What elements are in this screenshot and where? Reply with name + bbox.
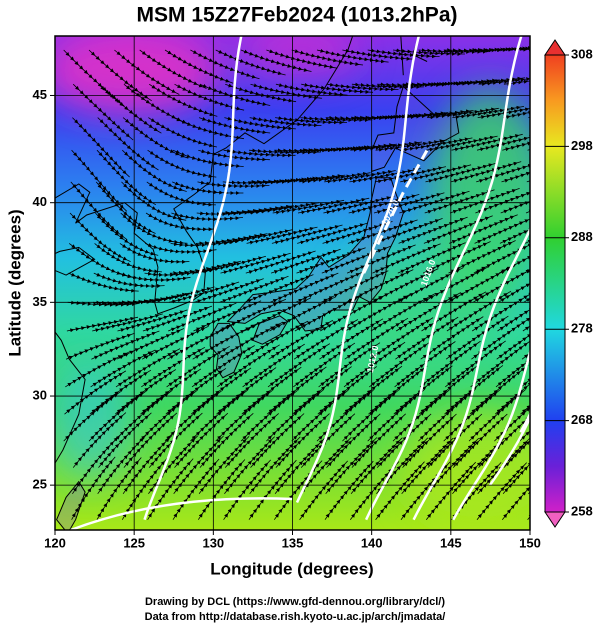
streamline (498, 266, 530, 303)
axes: 120 125 130 135 140 145 150 25 30 35 40 45 (33, 87, 541, 551)
y-tick-label: 25 (33, 477, 47, 492)
streamline (503, 73, 530, 86)
title: MSM 15Z27Feb2024 (1013.2hPa) (137, 4, 458, 27)
streamline (93, 272, 165, 289)
x-axis-label: Longitude (degrees) (210, 559, 373, 578)
streamline (499, 213, 530, 244)
colorbar-scale (544, 54, 566, 513)
streamlines (63, 42, 530, 520)
streamline (118, 272, 191, 283)
streamline (494, 43, 530, 52)
colorbar-tick-label: 278 (571, 321, 593, 336)
streamline (172, 149, 244, 168)
colorbar-tick-label: 288 (571, 229, 593, 244)
colorbar-max-triangle (544, 39, 566, 56)
streamline (501, 159, 530, 183)
y-tick-label: 30 (33, 387, 47, 402)
x-tick-label: 120 (44, 535, 66, 550)
isobar (362, 149, 429, 274)
streamline (147, 149, 217, 179)
streamline (145, 212, 217, 232)
x-tick-label: 145 (440, 535, 462, 550)
streamline (503, 102, 530, 119)
x-tick-label: 130 (202, 535, 224, 550)
isobar (412, 226, 530, 521)
colorbar-tick-label: 308 (571, 46, 593, 61)
y-tick-label: 45 (33, 87, 47, 102)
y-tick-label: 35 (33, 294, 47, 309)
isobar (143, 36, 243, 521)
isobar (364, 36, 523, 521)
credit: Data from http://database.rish.kyoto-u.a… (145, 611, 446, 623)
streamline (172, 181, 244, 195)
y-tick-label: 40 (33, 194, 47, 209)
x-tick-label: 135 (282, 535, 304, 550)
colorbar-tick-label: 268 (571, 412, 593, 427)
streamline (519, 392, 530, 442)
streamline (146, 181, 216, 207)
y-axis-label: Latitude (degrees) (5, 209, 24, 356)
isobar (295, 36, 421, 504)
isobar (70, 497, 293, 530)
x-tick-label: 140 (361, 535, 383, 550)
streamline (503, 416, 530, 468)
x-tick-label: 150 (519, 535, 541, 550)
streamline (502, 131, 530, 152)
streamline (145, 243, 217, 254)
colorbar: 258 268 278 288 298 308 (544, 39, 593, 528)
grid (55, 36, 530, 530)
colorbar-tick-label: 258 (571, 503, 593, 518)
isobar (452, 347, 530, 521)
x-tick-label: 125 (123, 535, 145, 550)
credit: Drawing by DCL (https://www.gfd-dennou.o… (145, 596, 445, 608)
streamline (171, 212, 244, 222)
colorbar-tick-label: 298 (571, 138, 593, 153)
streamline (500, 186, 530, 214)
streamline (197, 180, 270, 189)
colorbar-min-triangle (544, 511, 566, 528)
